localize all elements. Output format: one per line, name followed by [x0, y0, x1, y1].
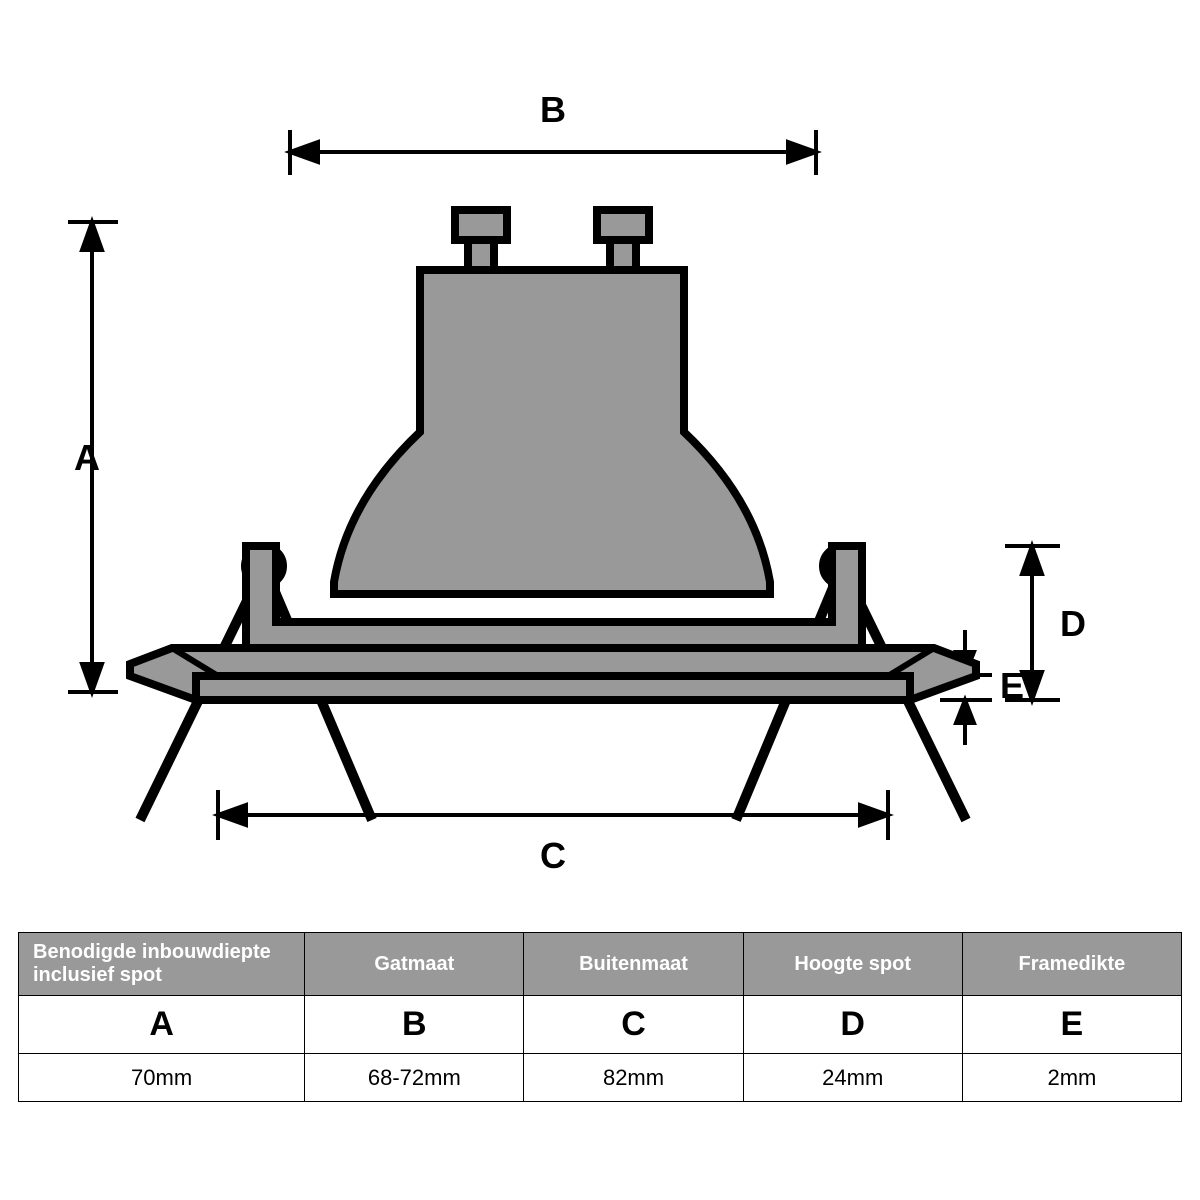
col-header: Framedikte [962, 933, 1181, 996]
label-b: B [540, 92, 566, 128]
label-d: D [1060, 606, 1086, 642]
diagram-svg [0, 0, 1200, 920]
technical-diagram: A B C D E [0, 0, 1200, 920]
col-value: 70mm [19, 1054, 305, 1102]
label-e: E [1000, 668, 1024, 704]
col-letter: D [743, 996, 962, 1054]
col-header: Buitenmaat [524, 933, 743, 996]
bulb-body [334, 210, 770, 594]
col-letter: C [524, 996, 743, 1054]
col-value: 82mm [524, 1054, 743, 1102]
col-letter: B [305, 996, 524, 1054]
col-value: 24mm [743, 1054, 962, 1102]
table-value-row: 70mm 68-72mm 82mm 24mm 2mm [19, 1054, 1182, 1102]
table-letter-row: A B C D E [19, 996, 1182, 1054]
col-value: 68-72mm [305, 1054, 524, 1102]
dimension-c [218, 790, 888, 840]
col-value: 2mm [962, 1054, 1181, 1102]
col-letter: A [19, 996, 305, 1054]
col-header: Benodigde inbouwdiepte inclusief spot [19, 933, 305, 996]
label-a: A [74, 440, 100, 476]
table-header-row: Benodigde inbouwdiepte inclusief spot Ga… [19, 933, 1182, 996]
col-header: Gatmaat [305, 933, 524, 996]
dimension-b [290, 130, 816, 175]
spec-table: Benodigde inbouwdiepte inclusief spot Ga… [18, 932, 1182, 1102]
col-letter: E [962, 996, 1181, 1054]
label-c: C [540, 838, 566, 874]
col-header: Hoogte spot [743, 933, 962, 996]
